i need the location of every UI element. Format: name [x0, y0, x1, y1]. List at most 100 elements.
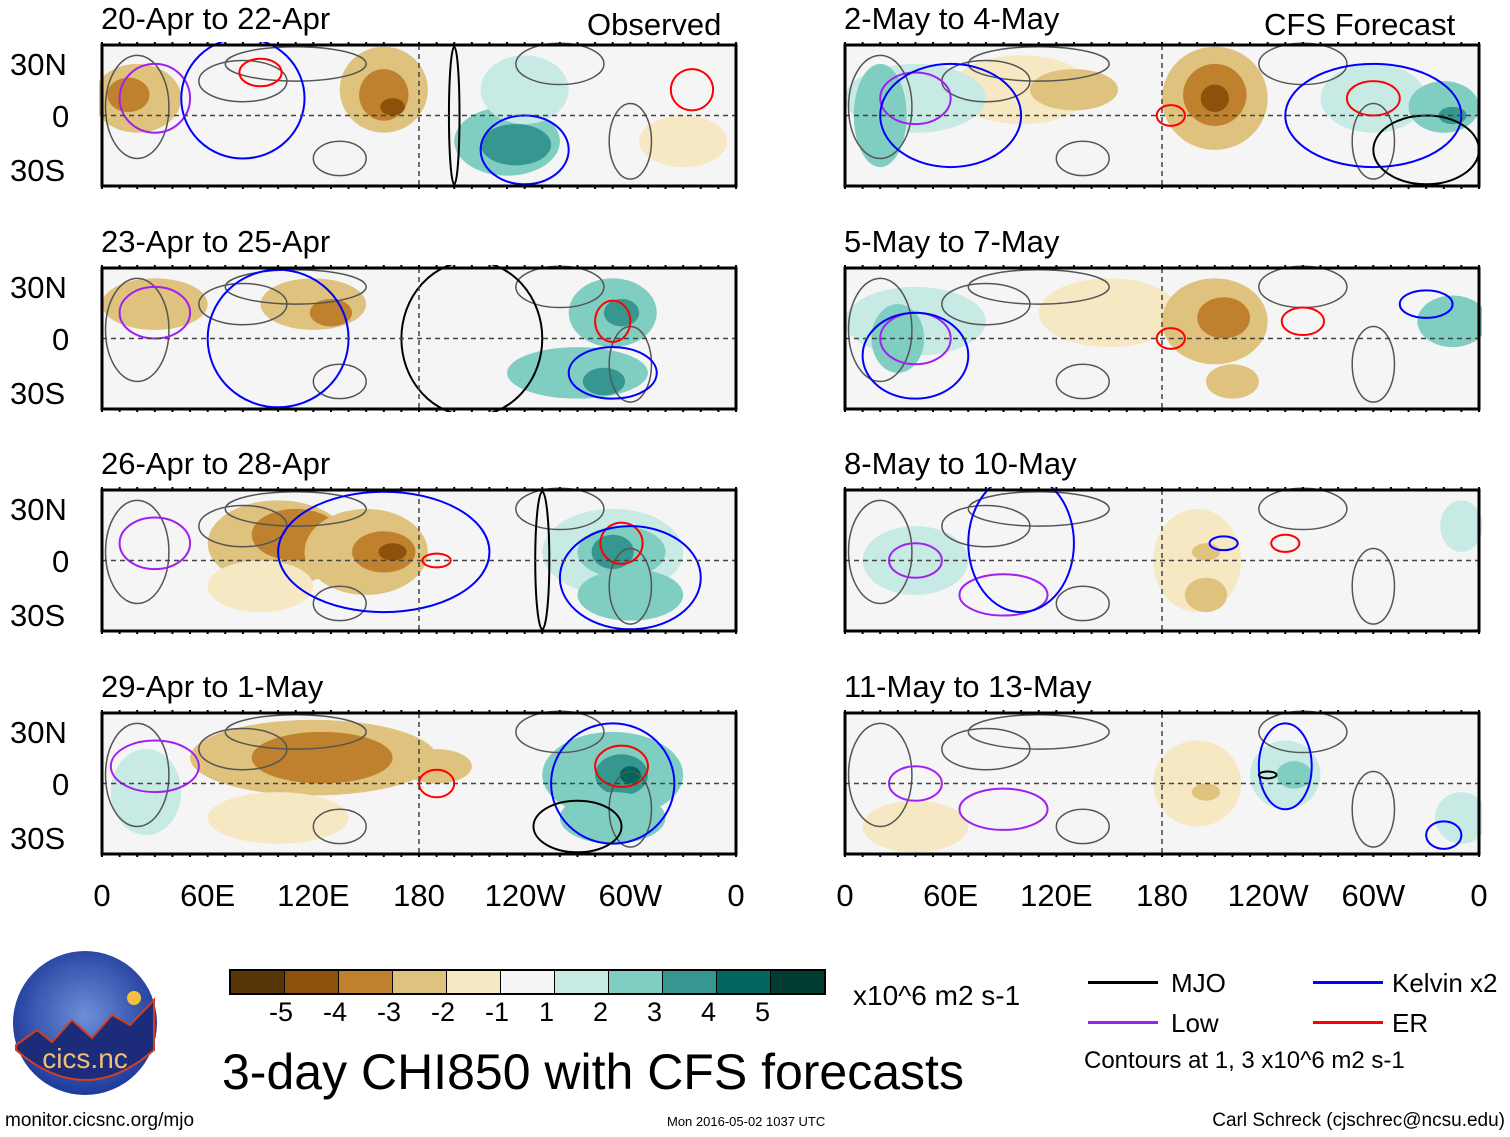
coastline — [847, 499, 913, 605]
panel-title: 11-May to 13-May — [844, 669, 1092, 704]
panel-title: 2-May to 4-May — [844, 1, 1060, 36]
er-legend-line — [1313, 1021, 1383, 1024]
legend-kelvin: Kelvin x2 — [1392, 968, 1498, 998]
colorbar-label: -2 — [431, 997, 456, 1027]
observed-label: Observed — [587, 7, 722, 42]
wave-contour — [1345, 80, 1401, 117]
wave-contour — [238, 57, 283, 88]
colorbar-swatch — [339, 971, 393, 993]
panel-title: 5-May to 7-May — [844, 224, 1060, 259]
anomaly-shading — [207, 792, 349, 844]
wave-contour — [558, 525, 702, 631]
anomaly-shading — [1206, 364, 1259, 399]
colorbar-swatch — [609, 971, 663, 993]
wave-contour — [1425, 820, 1463, 850]
cics-logo: cics.nc — [13, 951, 157, 1095]
coastline — [104, 722, 170, 828]
wave-contour — [879, 71, 952, 126]
mjo-legend-line — [1088, 981, 1158, 984]
lon-tick-label: 60E — [180, 878, 236, 913]
wave-contour — [532, 799, 623, 854]
coastline — [224, 268, 367, 305]
anomaly-shading — [1200, 84, 1229, 113]
coastline — [847, 722, 913, 828]
lon-tick-label: 60E — [923, 878, 979, 913]
coastline — [1351, 770, 1396, 848]
anomaly-shading — [507, 347, 648, 399]
coastline — [1055, 808, 1110, 845]
colorbar-swatch — [717, 971, 771, 993]
map-panel — [100, 487, 738, 634]
anomaly-shading — [480, 124, 552, 166]
anomaly-shading — [1197, 297, 1251, 339]
lat-tick-label: 0 — [52, 99, 70, 134]
wave-contour — [118, 516, 192, 571]
lat-tick-label: 0 — [52, 544, 70, 579]
wave-contour — [1280, 306, 1326, 337]
coastline — [608, 547, 653, 625]
anomaly-shading — [1038, 278, 1180, 348]
lon-tick-label: 180 — [1136, 878, 1188, 913]
coastline — [1351, 547, 1396, 625]
anomaly-shading — [559, 792, 666, 844]
wave-contour — [958, 787, 1049, 831]
coastline — [312, 140, 367, 177]
legend-er: ER — [1392, 1008, 1429, 1038]
wave-contour — [967, 487, 1075, 614]
coastline — [104, 54, 170, 160]
map-panel — [843, 487, 1482, 634]
lat-tick-label: 0 — [52, 322, 70, 357]
coastline — [104, 499, 170, 605]
anomaly-shading — [207, 560, 314, 613]
lon-tick-label: 120E — [277, 878, 350, 913]
map-panel — [100, 710, 738, 857]
map-panel — [99, 42, 738, 189]
map-panel — [843, 710, 1482, 857]
coastline — [224, 713, 367, 750]
lat-tick-label: 30S — [10, 376, 66, 411]
lon-tick-label: 60W — [598, 878, 663, 913]
anomaly-shading — [107, 77, 150, 113]
coastline — [967, 713, 1110, 750]
coastline — [312, 808, 367, 845]
anomaly-shading — [401, 749, 472, 784]
wave-contour — [1257, 770, 1278, 780]
wave-contour — [594, 744, 649, 788]
legend-low: Low — [1171, 1008, 1219, 1038]
anomaly-shading — [102, 278, 208, 330]
lon-tick-label: 180 — [393, 878, 445, 913]
coastline — [1055, 140, 1110, 177]
lon-tick-label: 0 — [727, 878, 745, 913]
wave-contour — [421, 552, 452, 569]
anomaly-shading — [309, 298, 353, 327]
lon-tick-label: 120W — [484, 878, 566, 913]
lon-tick-label: 0 — [93, 878, 111, 913]
colorbar-label: 5 — [755, 997, 771, 1027]
anomaly-shading — [380, 98, 405, 116]
coastline — [224, 490, 367, 527]
anomaly-shading — [862, 526, 969, 595]
colorbar-label: 4 — [701, 997, 717, 1027]
panel-frame — [843, 488, 1481, 633]
figure-title: 3-day CHI850 with CFS forecasts — [222, 1044, 964, 1100]
wave-contour — [958, 573, 1049, 617]
wave-contour — [1208, 535, 1239, 552]
footer-url[interactable]: monitor.cicsnc.org/mjo — [5, 1110, 195, 1131]
wave-contour — [1257, 722, 1313, 811]
panel-title: 29-Apr to 1-May — [101, 669, 324, 704]
colorbar-swatch — [501, 971, 555, 993]
coastline — [224, 45, 367, 82]
coastline — [967, 45, 1110, 82]
low-legend-line — [1088, 1021, 1158, 1024]
wave-contour — [118, 285, 192, 340]
map-panel — [100, 265, 738, 412]
kelvin-legend-line — [1313, 981, 1383, 984]
lat-tick-label: 30N — [10, 270, 67, 305]
map-panel — [843, 42, 1481, 189]
coastline — [1055, 363, 1110, 400]
wave-contour — [888, 542, 943, 579]
footer-timestamp: Mon 2016-05-02 1037 UTC — [667, 1114, 826, 1129]
anomaly-shading — [1276, 761, 1312, 789]
wave-contour — [1270, 533, 1301, 553]
wave-contour — [277, 490, 491, 614]
